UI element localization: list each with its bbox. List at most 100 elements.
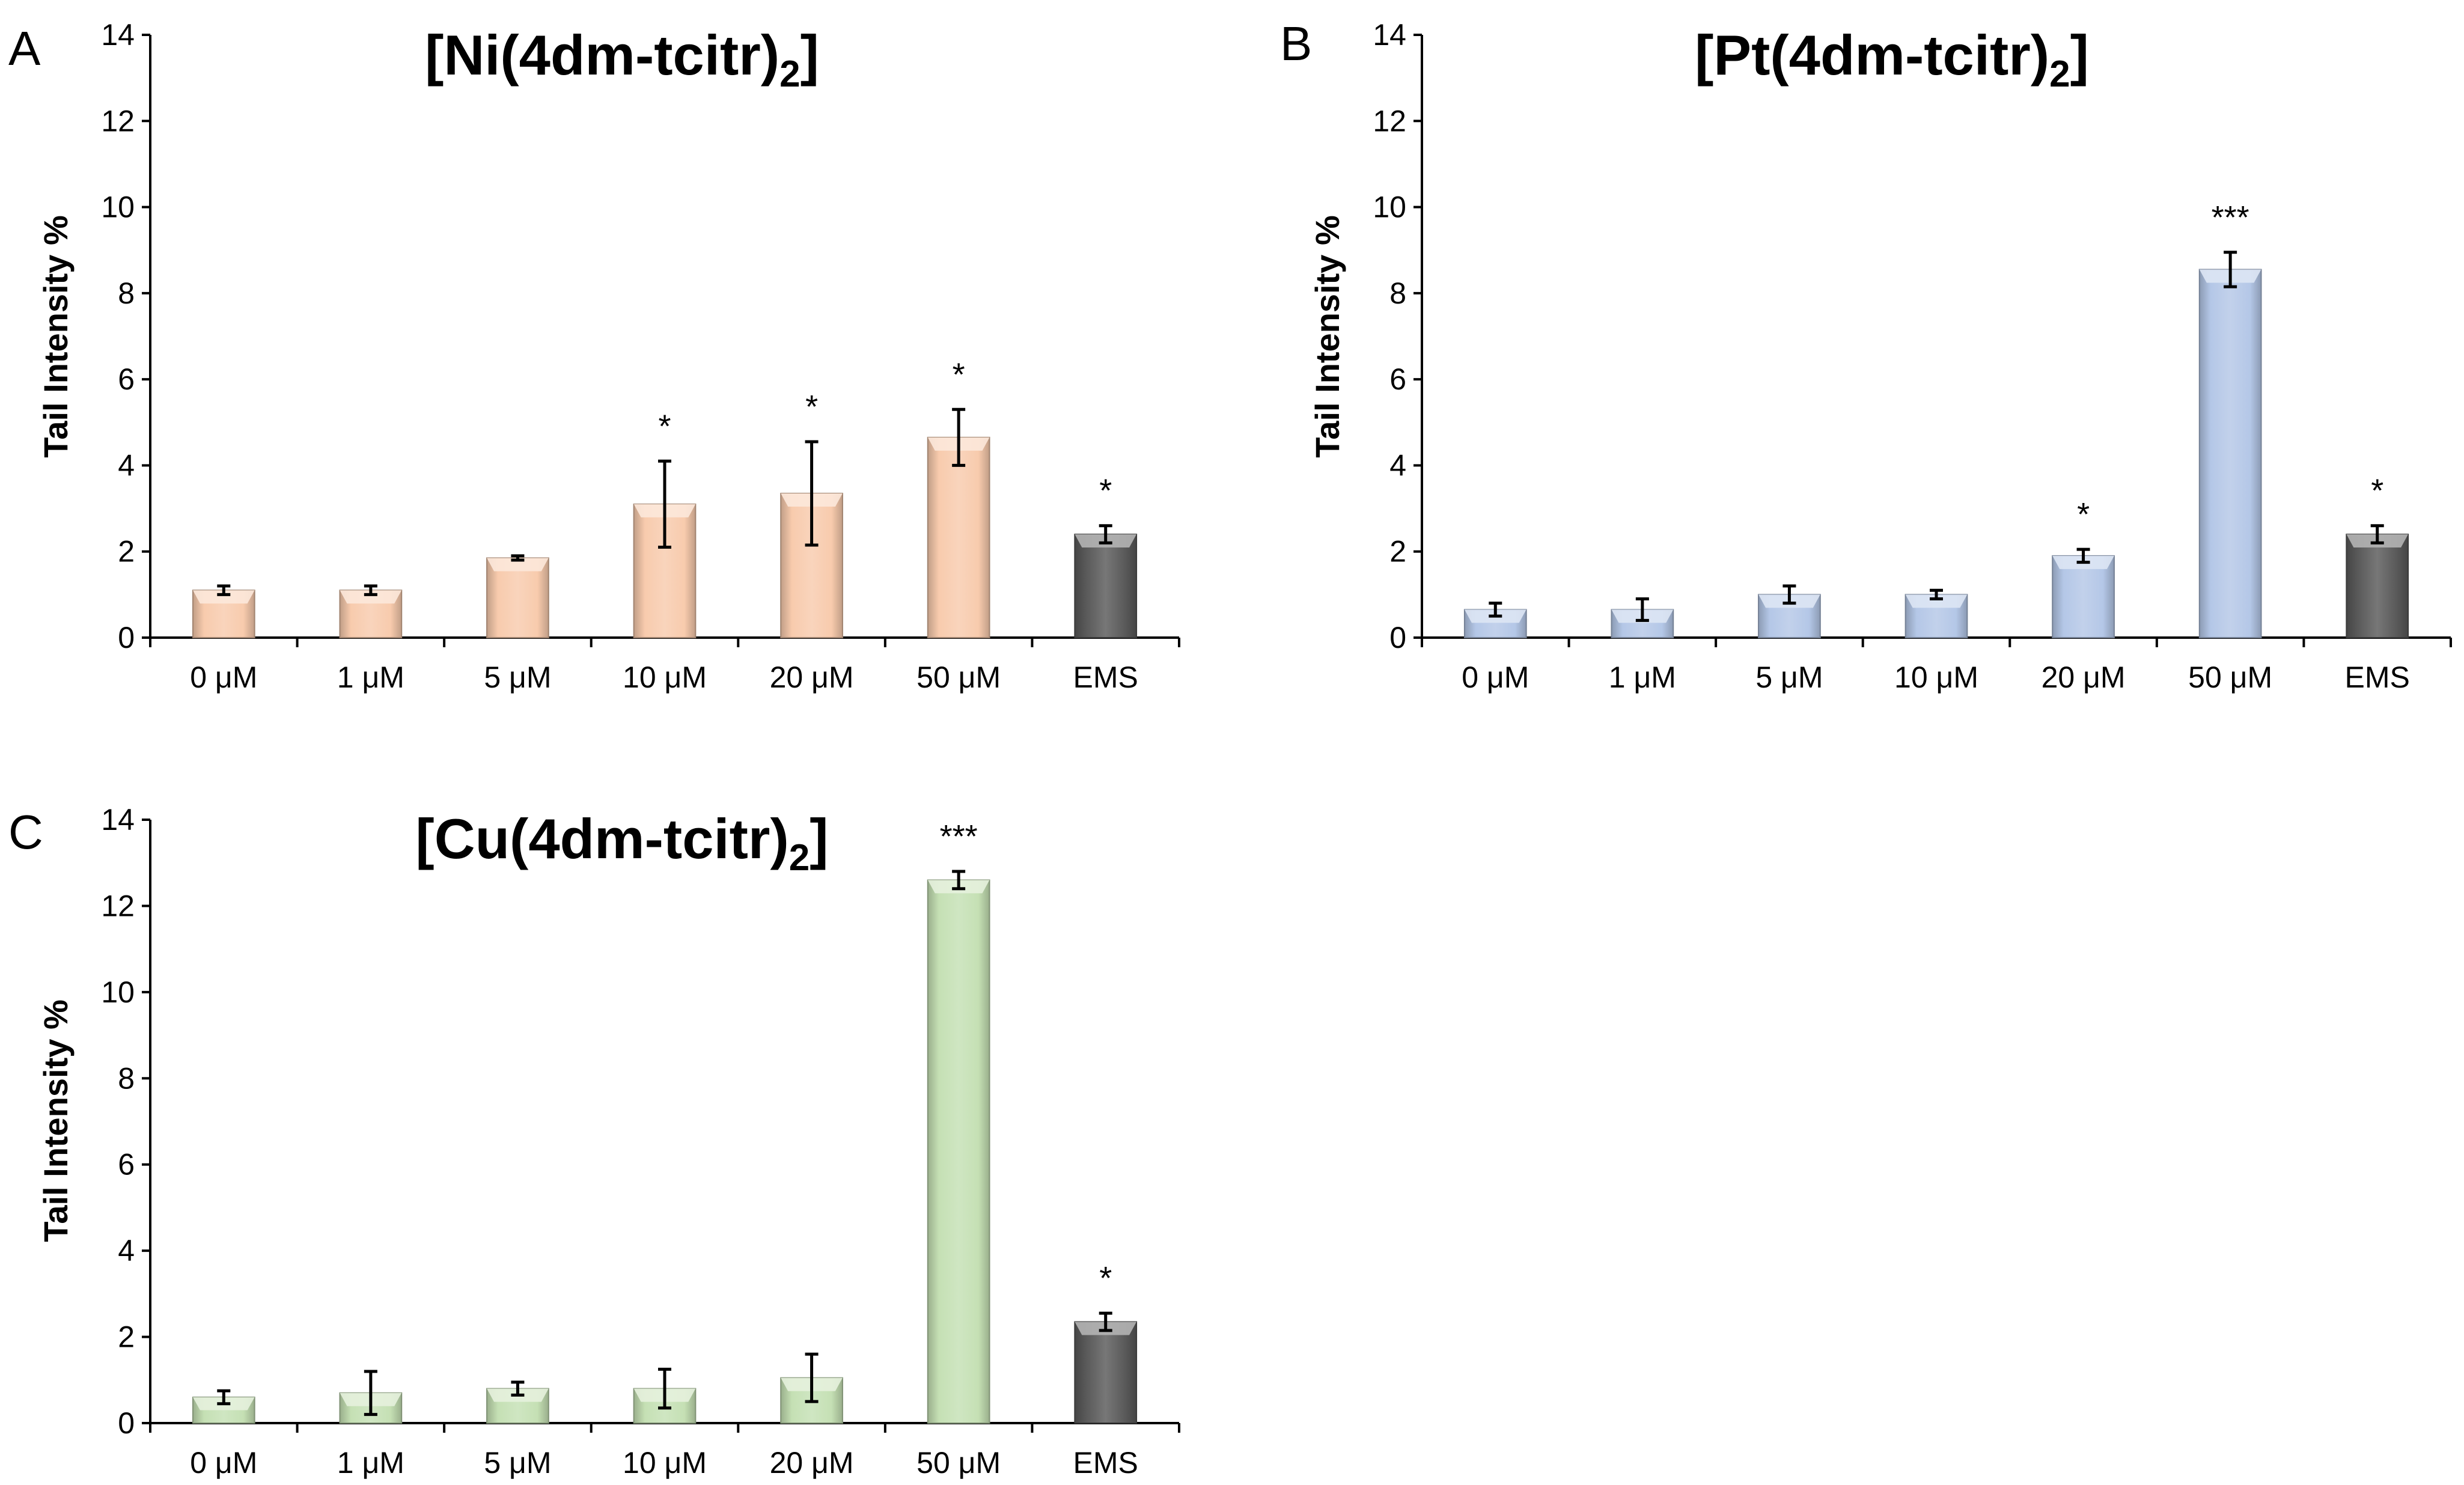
y-tick-label: 4 [118,448,135,482]
x-tick-label: EMS [1073,1446,1138,1480]
x-tick-label: 10 μM [1894,660,1978,694]
panel-letter-a: A [8,22,41,75]
panel-a: A [Ni(4dm-tcitr)2] Tail Intensity % 0 2 4 6… [8,18,1180,694]
panel-c: C [Cu(4dm-tcitr)2] Tail Intensity % 0 2 4 6… [8,803,1180,1480]
y-tick-label: 8 [1389,276,1406,310]
significance-marker: * [953,356,965,392]
panel-a-title: [Ni(4dm-tcitr)2] [425,23,819,95]
bar-bevel [487,558,549,572]
x-tick-label: 0 μM [190,1446,257,1480]
panel-b-bars: 0 μM 1 μM 5 μM 10 μM 20 μM * 50 μM *** EMS * [1462,200,2410,694]
y-tick-label: 8 [118,276,135,310]
x-tick-label: 0 μM [190,660,257,694]
bar [1074,534,1138,638]
y-tick-label: 0 [1389,621,1406,654]
error-bar [658,459,671,549]
y-tick-label: 6 [1389,362,1406,396]
panel-a-bars: 0 μM 1 μM 5 μM 10 μM * 20 μM * 50 μM * EMS * [190,356,1138,694]
error-bar [217,584,231,596]
panel-a-axes: 0 2 4 6 8 10 12 14 [101,18,1180,654]
significance-marker: *** [2212,200,2249,236]
significance-marker: * [2371,473,2383,509]
panel-letter-b: B [1280,17,1312,70]
y-tick-label: 2 [118,1320,135,1354]
y-tick-label: 14 [101,803,135,837]
significance-marker: * [1099,473,1112,509]
x-tick-label: 10 μM [623,1446,707,1480]
x-tick-label: 1 μM [337,1446,404,1480]
x-tick-label: EMS [1073,660,1138,694]
x-tick-label: 5 μM [484,660,551,694]
y-tick-label: 2 [118,535,135,569]
bar-bevel [1905,594,1968,608]
bar [486,557,549,638]
bar [2198,269,2262,639]
error-bar [952,870,966,891]
panel-c-title: [Cu(4dm-tcitr)2] [415,807,828,879]
x-tick-label: 20 μM [2042,660,2126,694]
error-bar [1635,597,1649,622]
bar [1074,1321,1138,1424]
panel-letter-c: C [8,805,43,859]
error-bar [952,407,966,467]
error-bar [658,1367,671,1410]
bar [2052,555,2115,639]
error-bar [2224,251,2237,288]
y-tick-label: 10 [101,975,135,1009]
error-bar [1099,524,1112,544]
significance-marker: * [2077,496,2090,532]
y-tick-label: 0 [118,1406,135,1440]
x-tick-label: 10 μM [623,660,707,694]
y-tick-label: 2 [1389,535,1406,569]
y-tick-label: 6 [118,1148,135,1182]
error-bar [2076,547,2090,564]
bar [927,436,990,638]
bar [2346,534,2409,638]
panel-a-ylabel: Tail Intensity % [37,215,75,457]
significance-marker: * [658,408,671,444]
x-tick-label: 1 μM [1609,660,1676,694]
panel-b: B [Pt(4dm-tcitr)2] Tail Intensity % 0 2 4 6… [1280,17,2452,694]
error-bar [1930,588,1943,601]
y-tick-label: 10 [1373,191,1406,224]
error-bar [1489,602,1502,618]
x-tick-label: 5 μM [484,1446,551,1480]
y-tick-label: 12 [101,104,135,138]
error-bar [364,584,377,596]
panel-c-bars: 0 μM 1 μM 5 μM 10 μM 20 μM 50 μM *** EMS * [190,819,1138,1480]
panel-c-ylabel: Tail Intensity % [37,999,75,1242]
x-tick-label: 1 μM [337,660,404,694]
error-bar [1099,1311,1112,1332]
error-bar [2370,524,2384,544]
y-tick-label: 0 [118,621,135,654]
error-bar [805,1352,819,1403]
error-bar [364,1370,377,1416]
x-tick-label: EMS [2345,660,2410,694]
panel-b-ylabel: Tail Intensity % [1308,215,1346,457]
significance-marker: * [1099,1260,1112,1296]
y-tick-label: 6 [118,362,135,396]
error-bar [511,554,525,562]
y-tick-label: 12 [1373,104,1406,138]
y-tick-label: 8 [118,1061,135,1095]
panel-b-title: [Pt(4dm-tcitr)2] [1695,23,2089,95]
x-tick-label: 50 μM [2188,660,2272,694]
x-tick-label: 5 μM [1755,660,1823,694]
y-tick-label: 4 [118,1234,135,1267]
panel-b-axes: 0 2 4 6 8 10 12 14 [1373,18,2452,654]
bar-bevel [192,590,255,604]
bar [927,879,990,1424]
error-bar [1782,584,1796,605]
x-tick-label: 50 μM [916,1446,1001,1480]
bar-bevel [340,590,402,604]
significance-marker: * [805,389,818,425]
x-tick-label: 0 μM [1462,660,1529,694]
x-tick-label: 20 μM [770,660,854,694]
significance-marker: *** [940,819,978,855]
y-tick-label: 14 [101,18,135,52]
x-tick-label: 20 μM [770,1446,854,1480]
error-bar [217,1389,231,1406]
error-bar [511,1380,525,1397]
y-tick-label: 14 [1373,18,1406,52]
